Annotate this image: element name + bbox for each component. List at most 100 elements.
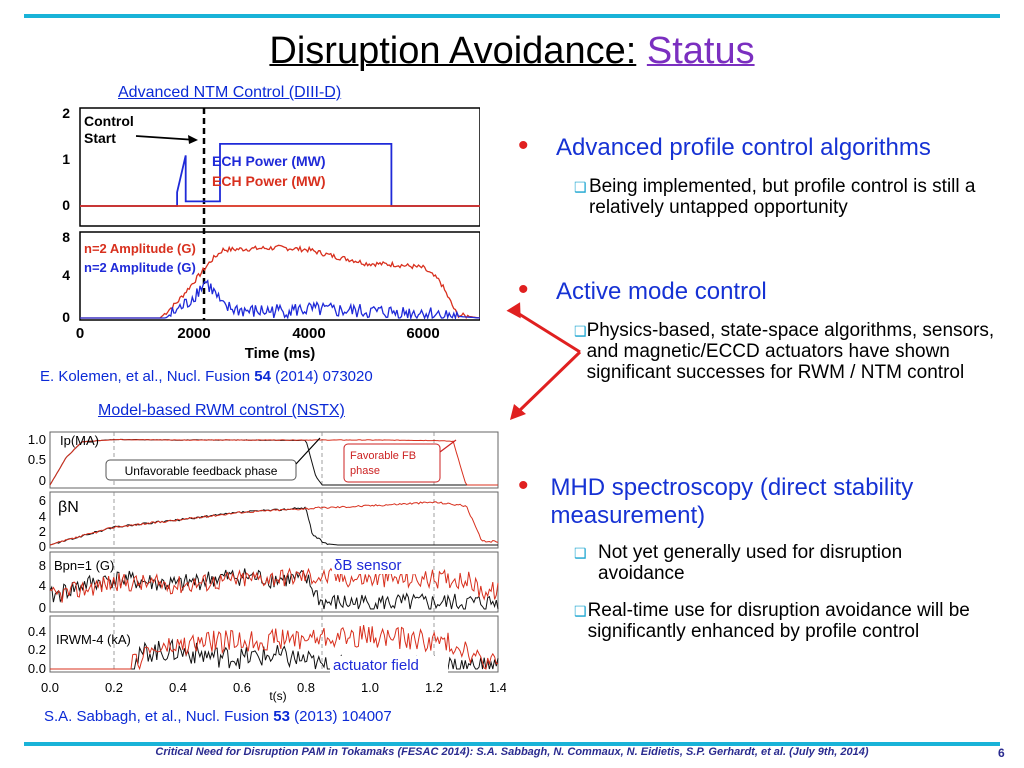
rwm-red-line (50, 625, 499, 671)
f1-xtick: 0 (76, 325, 84, 342)
f1-top-ytick: 2 (62, 105, 70, 121)
bullet-3-sub-2-text: Real-time use for disruption avoidance w… (587, 600, 970, 642)
f1-bottom-ytick: 8 (62, 229, 70, 245)
bullet-dot: • (518, 469, 529, 502)
rwm-red-line (49, 567, 499, 603)
f2-xlabel: t(s) (269, 689, 286, 703)
legend-n2-blue: n=2 Amplitude (G) (84, 260, 196, 275)
slide-title: Disruption Avoidance: Status (0, 30, 1024, 73)
actuator-bg (330, 656, 448, 674)
f1-xtick: 2000 (177, 325, 210, 342)
arrow-up-head (506, 302, 521, 319)
ip-ytick: 0 (39, 473, 46, 488)
f1-top-ytick: 1 (62, 151, 70, 167)
figure2-citation: S.A. Sabbagh, et al., Nucl. Fusion 53 (2… (44, 708, 392, 725)
bullet-3-text: MHD spectroscopy (direct stability measu… (550, 474, 914, 529)
top-accent-bar (24, 14, 1000, 18)
panel-ip-label: Ip(MA) (60, 433, 99, 448)
irwm-ytick: 0.0 (28, 661, 46, 676)
unfavorable-box (105, 459, 297, 481)
panel-irwm-label: IRWM-4 (kA) (56, 632, 131, 647)
bottom-accent-bar (24, 742, 1000, 746)
citation-text: S.A. Sabbagh, et al., Nucl. Fusion (44, 708, 274, 725)
f1-xlabel: Time (ms) (245, 345, 316, 362)
beta-ytick: 4 (39, 509, 46, 524)
ntm-control-chart: 2 1 0 8 4 0 0 2000 4000 6000 Time (ms) C… (62, 105, 480, 362)
panel-frame (49, 551, 499, 613)
f1-xtick: 4000 (292, 325, 325, 342)
ip-ytick: 1.0 (28, 432, 46, 447)
irwm-ytick: 0.4 (28, 624, 46, 639)
bullet-2-text: Active mode control (556, 278, 767, 305)
bullet-1-sub-1-text: Being implemented, but profile control i… (588, 176, 976, 218)
bullet-3-sub-2: ❑ Real-time use for disruption avoidance… (574, 600, 994, 642)
f2-xtick: 0.8 (297, 680, 315, 695)
n2-amplitude-blue-line (80, 279, 480, 321)
legend-n2-red: n=2 Amplitude (G) (84, 241, 196, 256)
bullet-1-text: Advanced profile control algorithms (556, 134, 931, 161)
bullet-2-sub-1-text: Physics-based, state-space algorithms, s… (586, 320, 995, 383)
f1-top-ytick: 0 (62, 197, 70, 213)
f1-bottom-ytick: 4 (62, 267, 70, 283)
favorable-label: Favorable FB (350, 450, 416, 462)
figure1-caption[interactable]: Advanced NTM Control (DIII-D) (118, 84, 342, 101)
bullet-3: • MHD spectroscopy (direct stability mea… (518, 469, 998, 530)
title-status: Status (646, 30, 755, 72)
panel-frame (49, 491, 499, 549)
rwm-control-chart: Ip(MA) βN Bpn=1 (G) IRWM-4 (kA) 1.0 0.5 … (28, 431, 506, 703)
beta-ytick: 0 (39, 539, 46, 554)
beta-ytick: 6 (39, 493, 46, 508)
f2-xtick: 1.4 (489, 680, 506, 695)
db-sensor-label: δB sensor (334, 557, 402, 574)
arrow-up-shaft (515, 310, 581, 354)
f2-xtick: 0.0 (41, 680, 59, 695)
beta-ytick: 2 (39, 524, 46, 539)
figure1-citation: E. Kolemen, et al., Nucl. Fusion 54 (201… (40, 368, 373, 385)
checkbox-bullet-icon: ❑ (574, 179, 587, 195)
footer: Critical Need for Disruption PAM in Toka… (155, 746, 869, 758)
bullet-list: • Advanced profile control algorithms ❑ … (518, 128, 1008, 688)
page-number: 6 (998, 746, 1005, 760)
start-label: Start (84, 130, 116, 146)
figure2-caption[interactable]: Model-based RWM control (NSTX) (98, 402, 345, 419)
bullet-1-sub-1: ❑ Being implemented, but profile control… (574, 176, 994, 218)
f2-xtick: 1.0 (361, 680, 379, 695)
unfavorable-label: Unfavorable feedback phase (125, 464, 278, 478)
irwm-ytick: 0.2 (28, 642, 46, 657)
citation-volume: 53 (273, 708, 290, 725)
f2-xtick: 1.2 (425, 680, 443, 695)
bullet-3-sub-1-text: Not yet generally used for disruption av… (598, 542, 903, 584)
rwm-red-line (49, 501, 499, 546)
red-arrows (506, 302, 582, 420)
citation-text: (2013) 104007 (289, 708, 392, 725)
favorable-label: phase (350, 465, 380, 477)
f2-xtick: 0.2 (105, 680, 123, 695)
citation-text: E. Kolemen, et al., Nucl. Fusion (40, 368, 255, 385)
bp-ytick: 0 (39, 600, 46, 615)
f1-xtick: 6000 (406, 325, 439, 342)
ech-power-blue-line (80, 143, 480, 207)
arrow-down-head (510, 404, 526, 420)
f1-bottom-ytick: 0 (62, 309, 70, 325)
top-panel-series (80, 143, 480, 207)
bp-ytick: 8 (39, 558, 46, 573)
checkbox-bullet-icon: ❑ (574, 603, 587, 619)
unfavorable-pointer (295, 437, 321, 465)
legend-ech-blue: ECH Power (MW) (212, 153, 326, 169)
control-start-arrowhead (188, 135, 198, 144)
control-label: Control (84, 113, 134, 129)
bp-ytick: 4 (39, 578, 46, 593)
bullet-2: • Active mode control (518, 275, 767, 306)
legend-ech-red: ECH Power (MW) (212, 173, 326, 189)
rwm-red-line (49, 438, 498, 486)
bullet-dot: • (518, 129, 529, 162)
bottom-panel-series (80, 244, 480, 321)
favorable-box (343, 443, 441, 483)
title-main: Disruption Avoidance: (269, 30, 637, 72)
checkbox-bullet-icon: ❑ (574, 545, 587, 561)
bullet-2-sub-1: ❑ Physics-based, state-space algorithms,… (574, 320, 1004, 383)
panel-beta-label: βN (58, 499, 79, 516)
f2-xtick: 0.6 (233, 680, 251, 695)
f2-xtick: 0.4 (169, 680, 187, 695)
checkbox-bullet-icon: ❑ (574, 323, 587, 339)
